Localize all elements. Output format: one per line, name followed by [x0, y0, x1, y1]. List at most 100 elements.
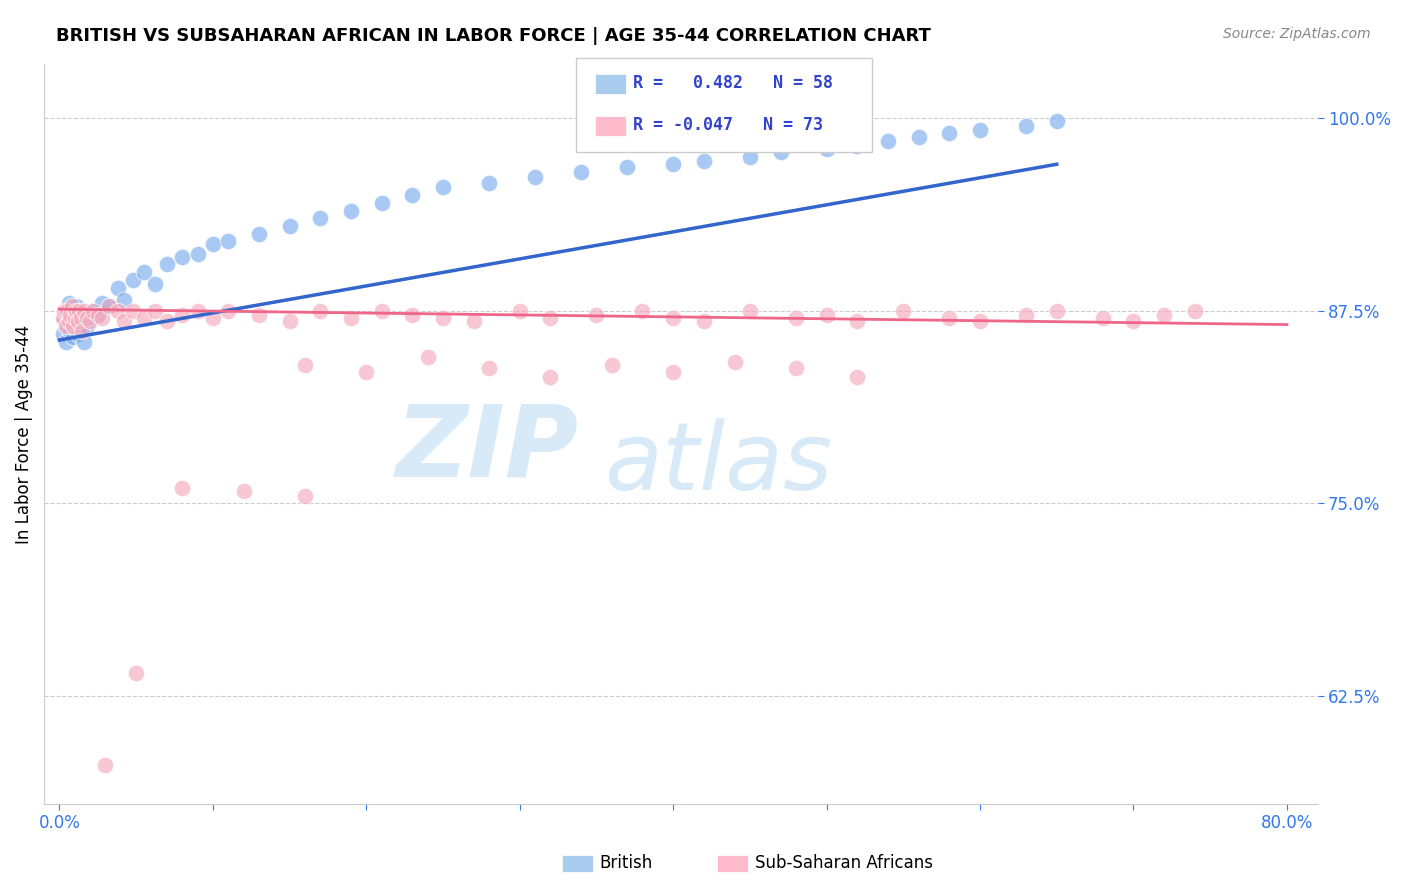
Point	[247, 227, 270, 241]
Point	[616, 161, 638, 175]
Point	[278, 314, 301, 328]
Point	[97, 299, 120, 313]
Point	[1046, 303, 1069, 318]
Point	[340, 311, 363, 326]
Text: Source: ZipAtlas.com: Source: ZipAtlas.com	[1223, 27, 1371, 41]
Point	[600, 358, 623, 372]
Point	[56, 303, 79, 318]
Text: ZIP: ZIP	[396, 401, 579, 498]
Point	[132, 265, 155, 279]
Point	[60, 314, 83, 328]
Point	[846, 370, 869, 384]
Point	[416, 350, 439, 364]
Point	[907, 129, 929, 144]
Point	[65, 299, 87, 313]
Point	[1122, 314, 1144, 328]
Point	[1153, 309, 1175, 323]
Point	[524, 169, 547, 184]
Point	[662, 157, 685, 171]
Point	[76, 311, 98, 326]
Point	[59, 309, 82, 323]
Point	[56, 319, 79, 334]
Point	[201, 311, 224, 326]
Point	[356, 365, 378, 379]
Point	[62, 319, 84, 334]
Point	[538, 370, 561, 384]
Y-axis label: In Labor Force | Age 35-44: In Labor Force | Age 35-44	[15, 325, 32, 543]
Point	[87, 309, 110, 323]
Point	[815, 309, 838, 323]
Point	[122, 303, 145, 318]
Point	[172, 250, 194, 264]
Point	[938, 127, 960, 141]
Point	[340, 203, 363, 218]
Point	[432, 311, 454, 326]
Point	[891, 303, 914, 318]
Point	[738, 150, 761, 164]
Point	[569, 165, 592, 179]
Point	[66, 314, 89, 328]
Point	[67, 309, 90, 323]
Point	[186, 303, 208, 318]
Text: BRITISH VS SUBSAHARAN AFRICAN IN LABOR FORCE | AGE 35-44 CORRELATION CHART: BRITISH VS SUBSAHARAN AFRICAN IN LABOR F…	[56, 27, 931, 45]
Text: R =   0.482   N = 58: R = 0.482 N = 58	[633, 74, 832, 92]
Point	[969, 314, 991, 328]
Point	[1091, 311, 1114, 326]
Point	[969, 123, 991, 137]
Point	[132, 311, 155, 326]
Point	[122, 273, 145, 287]
Point	[58, 311, 80, 326]
Point	[478, 360, 501, 375]
Point	[51, 311, 73, 326]
Point	[846, 314, 869, 328]
Point	[58, 314, 80, 328]
Point	[769, 145, 792, 159]
Point	[186, 246, 208, 260]
Point	[172, 309, 194, 323]
Point	[585, 309, 607, 323]
Point	[201, 237, 224, 252]
Point	[72, 311, 94, 326]
Point	[723, 354, 745, 368]
Text: atlas: atlas	[605, 418, 832, 509]
Point	[62, 330, 84, 344]
Point	[55, 334, 77, 349]
Point	[60, 299, 83, 313]
Point	[55, 319, 77, 334]
Point	[53, 311, 76, 326]
Point	[785, 311, 807, 326]
Point	[1184, 303, 1206, 318]
Point	[112, 293, 135, 307]
Point	[1046, 114, 1069, 128]
Point	[82, 303, 104, 318]
Point	[877, 134, 900, 148]
Point	[217, 235, 239, 249]
Point	[107, 303, 129, 318]
Point	[125, 665, 148, 680]
Point	[232, 484, 254, 499]
Point	[82, 303, 104, 318]
Point	[112, 314, 135, 328]
Point	[58, 296, 80, 310]
Point	[217, 303, 239, 318]
Point	[156, 314, 179, 328]
Point	[738, 303, 761, 318]
Point	[143, 277, 166, 292]
Point	[67, 303, 90, 318]
Point	[815, 142, 838, 156]
Point	[278, 219, 301, 233]
Point	[662, 311, 685, 326]
Point	[401, 188, 423, 202]
Point	[65, 303, 87, 318]
Point	[70, 311, 93, 326]
Point	[91, 296, 114, 310]
Point	[309, 211, 332, 226]
Point	[370, 303, 392, 318]
Point	[432, 180, 454, 194]
Point	[401, 309, 423, 323]
Point	[79, 311, 101, 326]
Point	[59, 324, 82, 338]
Point	[785, 360, 807, 375]
Text: British: British	[599, 855, 652, 872]
Point	[370, 195, 392, 210]
